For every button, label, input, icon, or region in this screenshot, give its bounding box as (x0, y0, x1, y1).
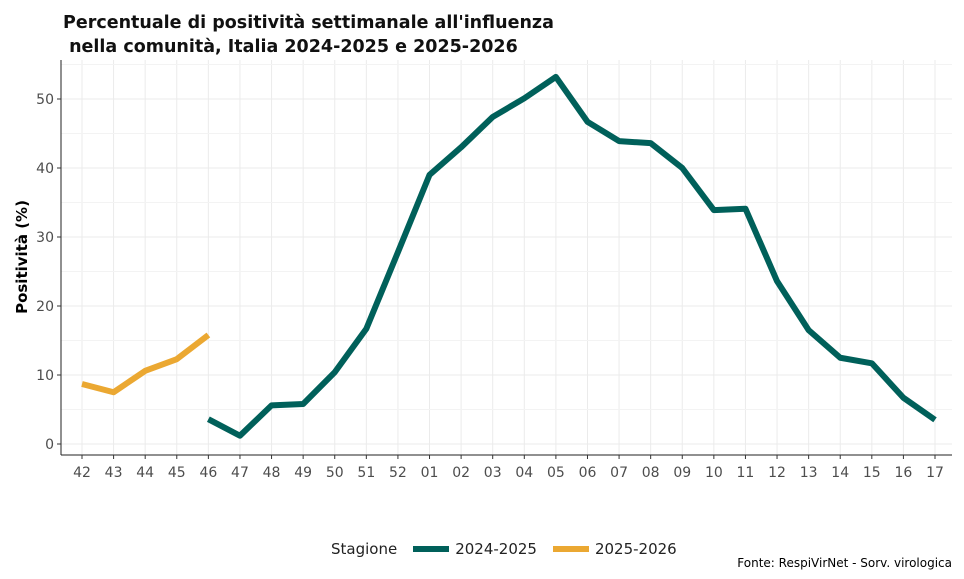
x-tick-label: 10 (705, 465, 723, 481)
source-note: Fonte: RespiVirNet - Sorv. virologica (737, 556, 952, 570)
x-tick-label: 49 (294, 465, 312, 481)
x-tick-label: 06 (579, 465, 597, 481)
x-tick-label: 01 (421, 465, 439, 481)
x-tick-label: 44 (136, 465, 154, 481)
x-tick-label: 51 (357, 465, 375, 481)
x-tick-label: 12 (768, 465, 786, 481)
x-tick-label: 13 (800, 465, 818, 481)
x-tick-label: 11 (737, 465, 755, 481)
legend-swatch-2025-2026 (552, 546, 589, 552)
x-tick-label: 17 (926, 465, 944, 481)
x-tick-label: 50 (326, 465, 344, 481)
y-tick-label: 30 (36, 230, 54, 246)
chart-title: Percentuale di positività settimanale al… (63, 13, 554, 57)
x-tick-label: 15 (863, 465, 881, 481)
y-tick-label: 40 (36, 161, 54, 177)
series-line-2024-2025 (206, 73, 937, 439)
legend-title: Stagione (331, 540, 398, 558)
legend-swatch-2024-2025 (413, 546, 450, 552)
x-tick-label: 45 (168, 465, 186, 481)
x-tick-label: 08 (642, 465, 660, 481)
x-tick-label: 43 (105, 465, 123, 481)
x-tick-label: 52 (389, 465, 407, 481)
legend-label-2025-2026: 2025-2026 (594, 540, 677, 558)
x-tick-label: 07 (610, 465, 628, 481)
x-tick-label: 16 (894, 465, 912, 481)
x-tick-label: 47 (231, 465, 249, 481)
y-tick-label: 20 (36, 299, 54, 315)
x-tick-label: 04 (515, 465, 533, 481)
y-tick-label: 10 (36, 368, 54, 384)
x-tick-label: 09 (673, 465, 691, 481)
x-tick-label: 03 (484, 465, 502, 481)
x-tick-label: 48 (263, 465, 281, 481)
legend-label-2024-2025: 2024-2025 (455, 540, 537, 558)
legend: Stagione 2024-2025 2025-2026 (331, 540, 677, 558)
x-tick-label: 02 (452, 465, 470, 481)
x-tick-label: 46 (199, 465, 217, 481)
y-tick-label: 0 (45, 437, 54, 453)
y-axis-label: Positività (%) (13, 200, 31, 314)
x-tick-label: 42 (73, 465, 91, 481)
y-tick-label: 50 (36, 92, 54, 108)
x-tick-label: 05 (547, 465, 565, 481)
x-tick-label: 14 (831, 465, 849, 481)
